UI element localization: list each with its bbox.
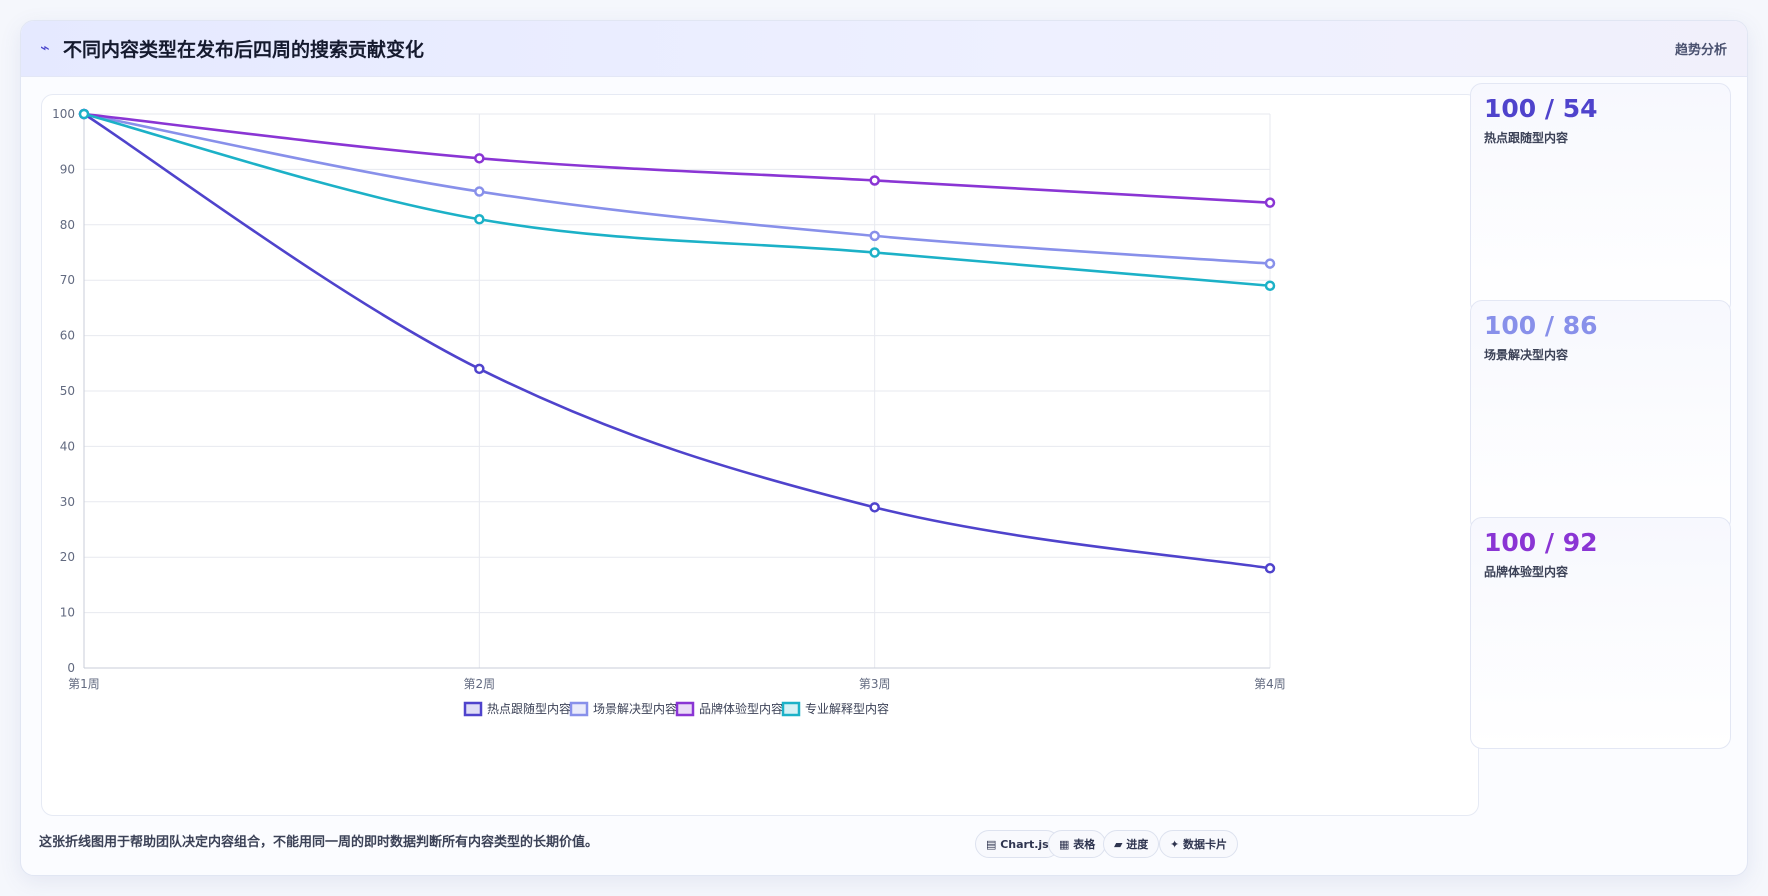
data-point [474, 363, 485, 375]
summary-value: 100 / 54 [1484, 94, 1598, 123]
data-point [474, 214, 485, 225]
y-tick-label: 20 [60, 550, 75, 564]
series-line-3 [83, 112, 1271, 204]
y-tick-label: 50 [60, 384, 75, 398]
legend-label: 品牌体验型内容 [699, 701, 783, 716]
footer-note: 这张折线图用于帮助团队决定内容组合，不能用同一周的即时数据判断所有内容类型的长期… [39, 835, 599, 850]
legend-label: 场景解决型内容 [593, 701, 677, 716]
data-point [1264, 258, 1276, 269]
chart-panel: 0 10 20 30 40 50 60 70 80 90 100 第1周 第2周 第3周 第4周热点跟随型内… [41, 94, 1479, 816]
y-tick-label: 80 [60, 218, 75, 232]
page-title: 不同内容类型在发布后四周的搜索贡献变化 [63, 39, 425, 61]
data-point [474, 186, 485, 197]
summary-label: 热点跟随型内容 [1484, 131, 1569, 145]
summary-value: 100 / 86 [1484, 311, 1598, 340]
data-point [869, 230, 880, 242]
chip-progress[interactable]: ▰ 进度 [1103, 830, 1160, 858]
series-line-1 [83, 112, 1271, 570]
trend-icon: ⌁ [40, 38, 50, 57]
y-tick-label: 40 [60, 439, 75, 453]
summary-label: 场景解决型内容 [1484, 348, 1569, 362]
summary-card-3: 100 / 92 品牌体验型内容 [1470, 517, 1731, 749]
summary-label: 品牌体验型内容 [1484, 565, 1569, 579]
data-point [869, 247, 880, 258]
x-tick-label: 第1周 [68, 677, 100, 691]
chip-table[interactable]: ▦ 表格 [1048, 830, 1107, 858]
legend-label: 专业解释型内容 [805, 701, 889, 716]
legend-label: 热点跟随型内容 [487, 701, 571, 716]
y-tick-label: 30 [60, 495, 75, 509]
data-point [474, 153, 485, 164]
legend-swatch [463, 701, 483, 717]
y-tick-label: 90 [60, 162, 75, 176]
x-tick-label: 第3周 [859, 677, 891, 691]
x-tick-label: 第2周 [464, 677, 496, 691]
header-badge: 趋势分析 [1674, 43, 1727, 58]
legend-swatch [675, 701, 695, 717]
series-line-2 [83, 112, 1271, 265]
summary-value: 100 / 92 [1484, 528, 1598, 557]
data-point [1264, 563, 1276, 574]
chip-data-card[interactable]: ✦ 数据卡片 [1159, 830, 1239, 858]
y-tick-label: 60 [60, 329, 75, 343]
line-chart: 0 10 20 30 40 50 60 70 80 90 100 第1周 第2周 第3周 第4周热点跟随型内… [52, 107, 1286, 717]
y-tick-label: 10 [60, 606, 75, 620]
series-line-4 [83, 112, 1271, 288]
y-tick-label: 100 [52, 107, 75, 121]
summary-card-2: 100 / 86 场景解决型内容 [1470, 300, 1731, 532]
summary-card-1: 100 / 54 热点跟随型内容 [1470, 83, 1731, 315]
x-tick-label: 第4周 [1254, 677, 1286, 691]
data-point [1264, 280, 1276, 291]
legend-swatch [569, 701, 589, 717]
data-point [1264, 197, 1276, 208]
y-tick-label: 0 [67, 661, 75, 675]
dashboard-card: ⌁ 不同内容类型在发布后四周的搜索贡献变化 趋势分析 0 10 20 30 40 50 60… [20, 20, 1748, 876]
y-tick-label: 70 [60, 273, 75, 287]
legend-swatch [781, 701, 801, 717]
data-point [78, 108, 90, 120]
data-point [869, 502, 880, 513]
card-header: ⌁ 不同内容类型在发布后四周的搜索贡献变化 趋势分析 [21, 21, 1747, 77]
data-point [869, 175, 880, 186]
